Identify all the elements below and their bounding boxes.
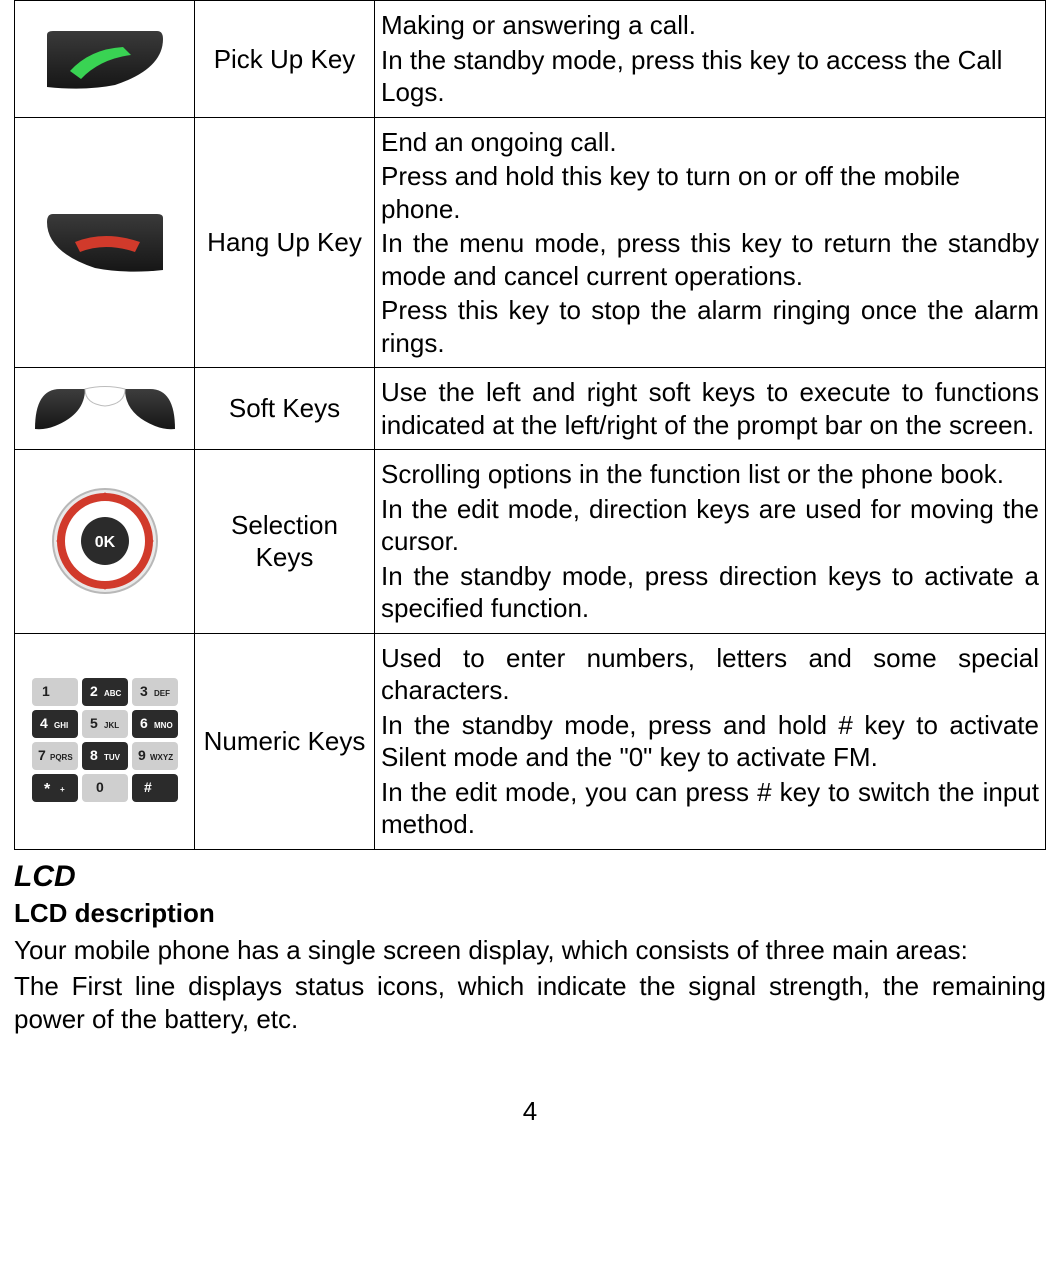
table-row: Hang Up Key End an ongoing call. Press a… xyxy=(15,117,1046,368)
svg-text:#: # xyxy=(144,779,152,795)
table-row: Pick Up Key Making or answering a call. … xyxy=(15,1,1046,118)
body-paragraph: The First line displays status icons, wh… xyxy=(14,970,1046,1035)
svg-text:9: 9 xyxy=(138,747,146,763)
key-name-text: Selection Keys xyxy=(231,510,338,573)
key-name: Selection Keys xyxy=(195,450,375,634)
svg-text:DEF: DEF xyxy=(154,689,170,698)
key-name: Pick Up Key xyxy=(195,1,375,118)
svg-text:PQRS: PQRS xyxy=(50,753,73,762)
key-name-text: Numeric Keys xyxy=(204,726,366,756)
desc-line: Used to enter numbers, letters and some … xyxy=(381,642,1039,707)
svg-text:0K: 0K xyxy=(94,534,115,551)
key-desc: End an ongoing call. Press and hold this… xyxy=(375,117,1046,368)
subsection-title: LCD description xyxy=(14,897,1046,930)
desc-line: In the standby mode, press direction key… xyxy=(381,560,1039,625)
key-desc: Scrolling options in the function list o… xyxy=(375,450,1046,634)
body-paragraph: Your mobile phone has a single screen di… xyxy=(14,934,1046,967)
svg-text:ABC: ABC xyxy=(104,689,122,698)
page-number: 4 xyxy=(14,1095,1046,1128)
desc-line: Making or answering a call. xyxy=(381,9,1039,42)
table-row: 1 2 ABC 3 DEF 4 GHI 5 JKL 6 MNO xyxy=(15,633,1046,849)
desc-line: Scrolling options in the function list o… xyxy=(381,458,1039,491)
desc-line: Press this key to stop the alarm ringing… xyxy=(381,294,1039,359)
svg-text:2: 2 xyxy=(90,683,98,699)
table-row: 0K Selection Keys Scrolling options in t… xyxy=(15,450,1046,634)
desc-line: Use the left and right soft keys to exec… xyxy=(381,376,1039,441)
key-name-text: Pick Up Key xyxy=(214,44,356,74)
soft-keys-icon xyxy=(30,384,180,434)
key-name: Soft Keys xyxy=(195,368,375,450)
desc-line: Press and hold this key to turn on or of… xyxy=(381,160,1039,225)
svg-text:0: 0 xyxy=(96,779,104,795)
svg-text:1: 1 xyxy=(42,683,50,699)
selection-keys-icon: 0K xyxy=(50,486,160,596)
key-name-text: Hang Up Key xyxy=(207,227,362,257)
svg-text:5: 5 xyxy=(90,715,98,731)
svg-text:TUV: TUV xyxy=(104,753,121,762)
key-name: Numeric Keys xyxy=(195,633,375,849)
pickup-key-icon xyxy=(45,29,165,89)
desc-line: In the standby mode, press this key to a… xyxy=(381,44,1039,109)
desc-line: In the edit mode, direction keys are use… xyxy=(381,493,1039,558)
svg-text:3: 3 xyxy=(140,683,148,699)
svg-text:7: 7 xyxy=(38,747,46,763)
section-title: LCD xyxy=(14,858,1046,896)
key-name-text: Soft Keys xyxy=(229,393,340,423)
svg-text:+: + xyxy=(60,785,65,794)
icon-cell-softkeys xyxy=(15,368,195,450)
svg-text:4: 4 xyxy=(40,715,48,731)
desc-line: In the edit mode, you can press # key to… xyxy=(381,776,1039,841)
svg-text:8: 8 xyxy=(90,747,98,763)
svg-text:JKL: JKL xyxy=(104,721,119,730)
page-root: Pick Up Key Making or answering a call. … xyxy=(0,0,1060,1158)
hangup-key-icon xyxy=(45,212,165,272)
key-name: Hang Up Key xyxy=(195,117,375,368)
key-desc: Used to enter numbers, letters and some … xyxy=(375,633,1046,849)
table-row: Soft Keys Use the left and right soft ke… xyxy=(15,368,1046,450)
numeric-keys-icon: 1 2 ABC 3 DEF 4 GHI 5 JKL 6 MNO xyxy=(30,676,180,806)
key-desc: Making or answering a call. In the stand… xyxy=(375,1,1046,118)
icon-cell-numeric: 1 2 ABC 3 DEF 4 GHI 5 JKL 6 MNO xyxy=(15,633,195,849)
icon-cell-selection: 0K xyxy=(15,450,195,634)
desc-line: In the menu mode, press this key to retu… xyxy=(381,227,1039,292)
svg-text:GHI: GHI xyxy=(54,721,68,730)
desc-line: End an ongoing call. xyxy=(381,126,1039,159)
key-desc: Use the left and right soft keys to exec… xyxy=(375,368,1046,450)
icon-cell-pickup xyxy=(15,1,195,118)
icon-cell-hangup xyxy=(15,117,195,368)
svg-text:MNO: MNO xyxy=(154,721,173,730)
svg-text:6: 6 xyxy=(140,715,148,731)
desc-line: In the standby mode, press and hold # ke… xyxy=(381,709,1039,774)
keys-table: Pick Up Key Making or answering a call. … xyxy=(14,0,1046,850)
svg-text:*: * xyxy=(44,781,51,798)
svg-text:WXYZ: WXYZ xyxy=(150,753,173,762)
